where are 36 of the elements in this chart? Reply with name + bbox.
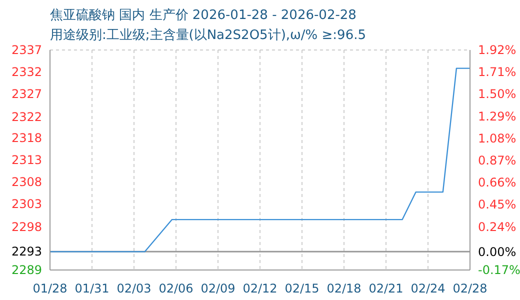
x-tick-label: 02/21 — [368, 282, 404, 296]
y2-tick-label: 1.50% — [478, 87, 516, 102]
y-tick-label: 2332 — [11, 65, 42, 79]
x-tick-label: 01/31 — [74, 282, 110, 296]
x-tick-label: 02/24 — [410, 282, 446, 296]
y-tick-label: 2318 — [11, 131, 42, 145]
x-tick-label: 02/09 — [200, 282, 236, 296]
y2-tick-label: 0.00% — [478, 245, 516, 260]
y2-tick-label: 0.87% — [478, 154, 516, 168]
y2-tick-label: 1.92% — [478, 43, 516, 57]
x-tick-label: 02/15 — [284, 282, 320, 296]
x-tick-label: 02/28 — [452, 282, 488, 296]
y2-tick-label: 0.24% — [478, 220, 516, 234]
y-tick-label: 2308 — [11, 175, 42, 189]
chart-subtitle: 用途级别:工业级;主含量(以Na2S2O5计),ω/% ≥:96.5 — [50, 27, 366, 44]
y2-tick-label: 1.29% — [478, 109, 516, 124]
x-tick-label: 01/28 — [32, 282, 68, 296]
y-tick-label: 2313 — [11, 153, 42, 167]
y2-tick-label: -0.17% — [478, 263, 520, 277]
y-tick-label: 2298 — [11, 220, 42, 234]
chart-title: 焦亚硫酸钠 国内 生产价 2026-01-28 - 2026-02-28 — [50, 7, 356, 24]
y-tick-label: 2337 — [11, 43, 42, 57]
line-series — [50, 68, 470, 252]
y-tick-label: 2322 — [11, 110, 42, 124]
y2-tick-label: 0.66% — [478, 176, 516, 190]
y2-tick-label: 1.71% — [478, 65, 516, 80]
y2-tick-label: 0.45% — [478, 198, 516, 212]
y-tick-label: 2293 — [11, 244, 42, 259]
y-tick-label: 2289 — [11, 263, 42, 277]
x-tick-label: 02/18 — [326, 282, 362, 296]
y2-tick-label: 1.08% — [478, 131, 516, 146]
x-tick-label: 02/03 — [116, 282, 152, 296]
y-tick-label: 2303 — [11, 197, 42, 211]
x-tick-label: 02/06 — [158, 282, 194, 296]
y-tick-label: 2327 — [11, 87, 42, 101]
x-tick-label: 02/12 — [242, 282, 278, 296]
